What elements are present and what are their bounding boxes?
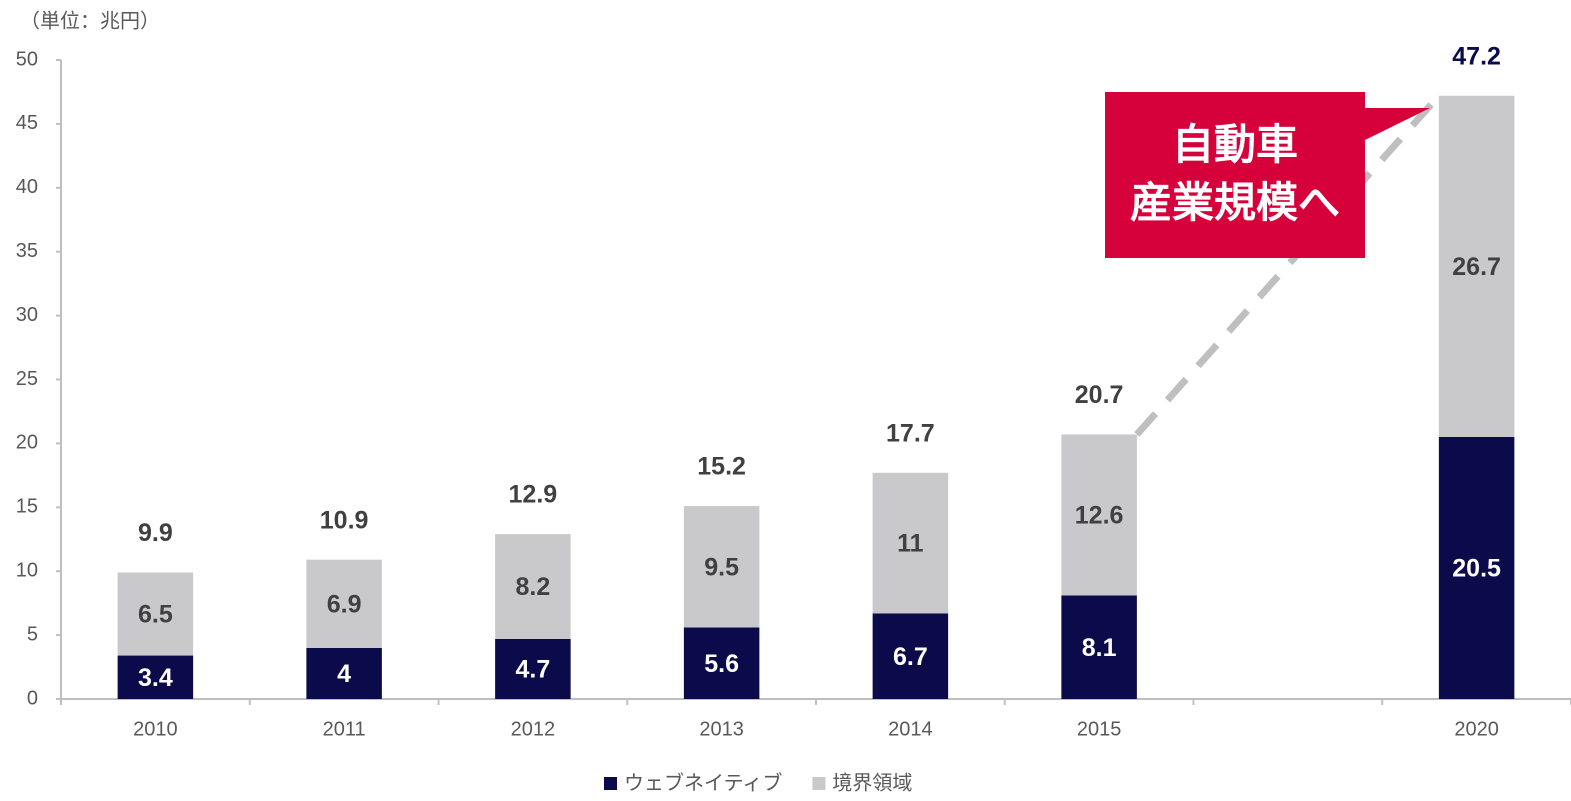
- bar-segment: [1438, 95, 1515, 438]
- bar-segment: [683, 627, 760, 699]
- unit-label: （単位：兆円）: [20, 9, 160, 32]
- bar-segment: [1438, 437, 1515, 699]
- legend-swatch: [604, 777, 617, 790]
- bar-segment: [306, 559, 382, 648]
- bar-segment: [306, 647, 382, 699]
- total-label: 10.9: [320, 506, 369, 534]
- y-tick-label: 10: [16, 559, 38, 581]
- value-label: 6.5: [138, 601, 173, 629]
- value-label: 9.5: [704, 553, 739, 581]
- x-tick-label: 2015: [1077, 718, 1122, 740]
- callout-text: 産業規模へ: [1130, 179, 1340, 226]
- bar-segment: [117, 572, 194, 656]
- bar-segment: [117, 655, 194, 699]
- value-label: 3.4: [138, 664, 173, 692]
- y-tick-label: 0: [27, 687, 38, 709]
- callout-text: 自動車: [1172, 121, 1298, 168]
- value-label: 8.1: [1082, 634, 1117, 662]
- x-tick-label: 2011: [323, 718, 366, 740]
- x-tick-label: 2020: [1454, 718, 1499, 740]
- bar-segment: [683, 506, 760, 628]
- bar-segment: [1061, 595, 1137, 699]
- legend-label: 境界領域: [832, 771, 912, 794]
- y-tick-label: 50: [16, 48, 38, 70]
- value-label: 6.9: [327, 590, 362, 618]
- total-label: 12.9: [509, 481, 558, 509]
- total-label: 47.2: [1452, 42, 1501, 70]
- legend-label: ウェブネイティブ: [624, 770, 782, 794]
- value-label: 11: [897, 530, 924, 558]
- bar-segment: [495, 638, 571, 699]
- bar-segment: [1061, 434, 1137, 596]
- total-label: 20.7: [1075, 381, 1124, 409]
- total-label: 9.9: [138, 519, 173, 547]
- trend-line: [1134, 93, 1442, 437]
- y-tick-label: 25: [16, 368, 38, 390]
- y-tick-label: 45: [16, 112, 38, 134]
- x-tick-label: 2014: [888, 718, 933, 740]
- x-tick-label: 2012: [511, 718, 556, 740]
- value-label: 12.6: [1075, 502, 1124, 530]
- value-label: 6.7: [893, 643, 928, 671]
- y-tick-label: 40: [16, 176, 38, 198]
- value-label: 20.5: [1452, 555, 1501, 583]
- value-label: 4: [337, 660, 351, 688]
- total-label: 17.7: [886, 419, 935, 447]
- bar-segment: [872, 613, 949, 699]
- bar-segment: [872, 472, 949, 614]
- value-label: 5.6: [704, 650, 739, 678]
- bar-segment: [495, 534, 571, 639]
- y-tick-label: 20: [16, 432, 38, 454]
- y-tick-label: 30: [16, 304, 38, 326]
- x-tick-label: 2013: [699, 718, 744, 740]
- callout-box: [1105, 92, 1430, 258]
- y-tick-label: 35: [16, 240, 38, 262]
- y-tick-label: 15: [16, 496, 38, 518]
- total-label: 15.2: [697, 453, 746, 481]
- value-label: 8.2: [515, 573, 550, 601]
- value-label: 26.7: [1452, 253, 1501, 281]
- value-label: 4.7: [515, 656, 550, 684]
- legend-swatch: [812, 777, 826, 790]
- x-tick-label: 2010: [133, 718, 178, 740]
- y-tick-label: 5: [27, 623, 38, 645]
